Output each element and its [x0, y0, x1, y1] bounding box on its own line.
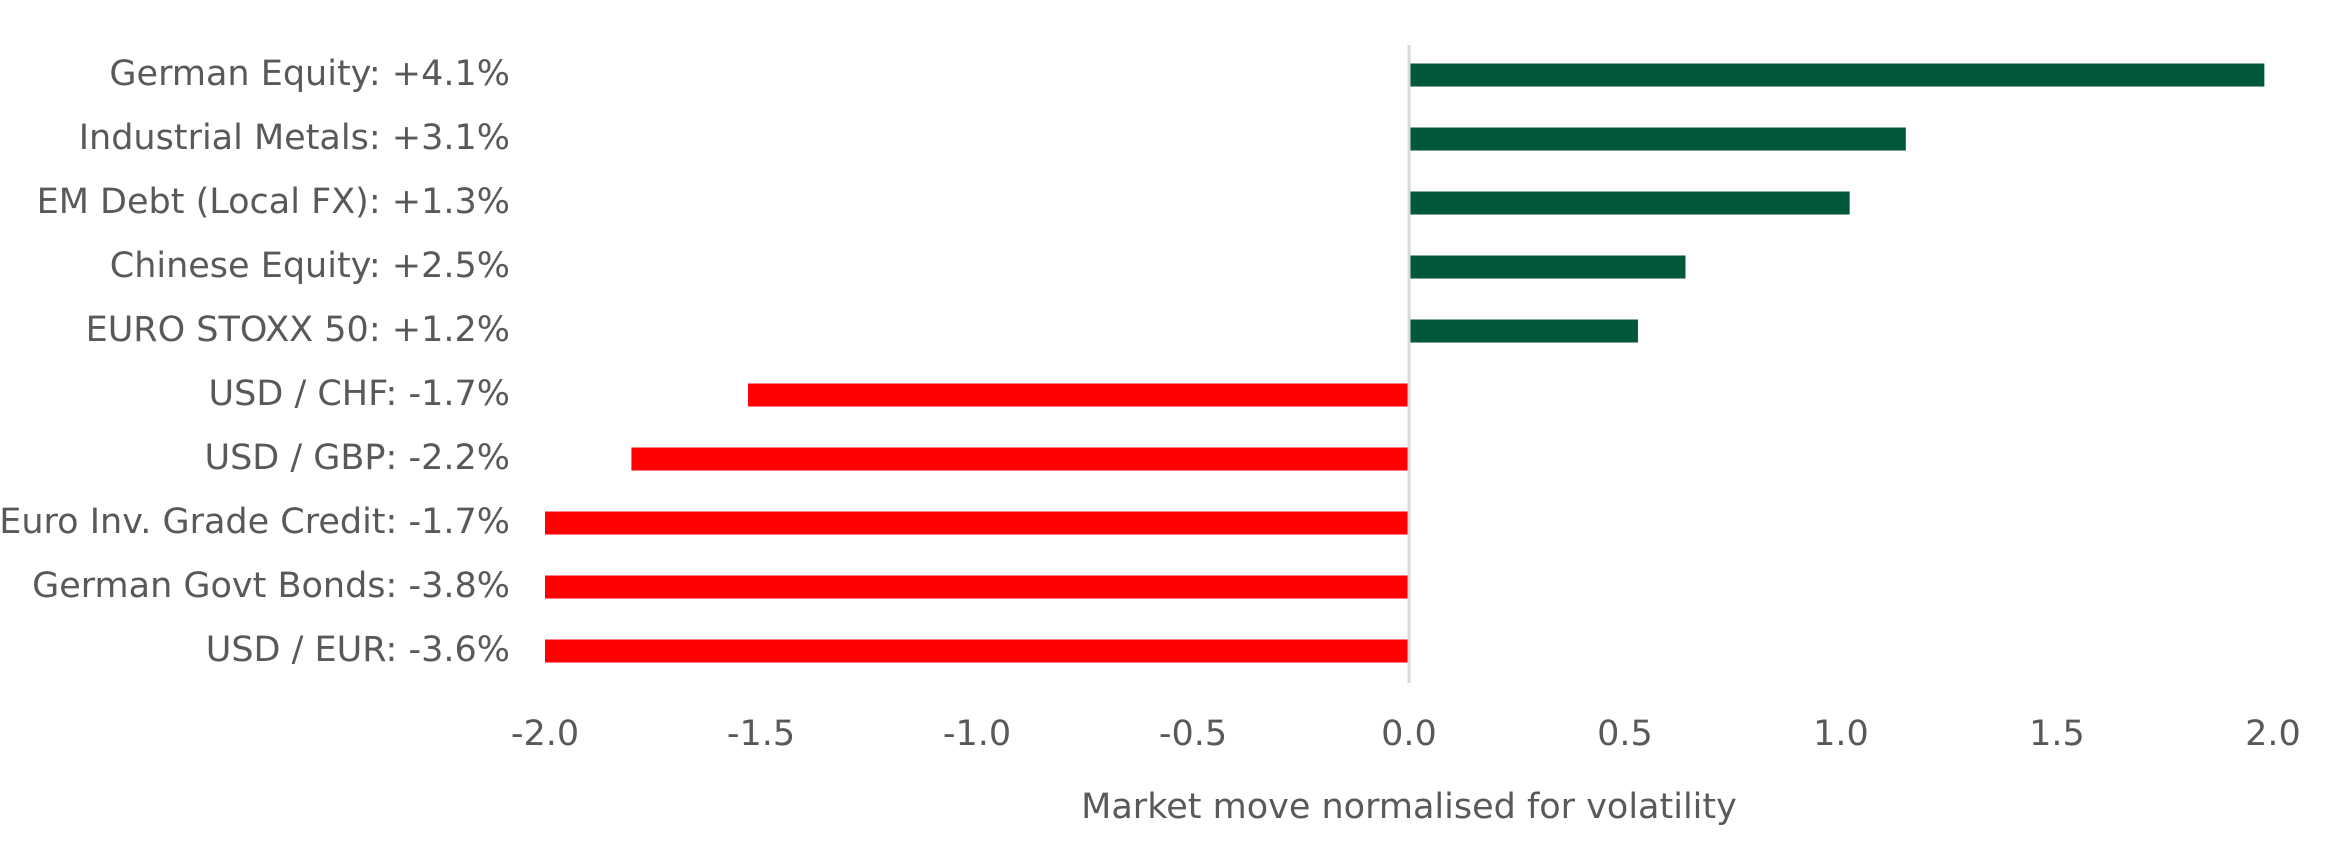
category-label: German Equity: +4.1%	[109, 54, 510, 94]
x-tick-label: 2.0	[2245, 714, 2301, 754]
bar-9	[545, 639, 1409, 663]
category-label: German Govt Bonds: -3.8%	[32, 566, 510, 606]
x-tick-label: -2.0	[511, 714, 579, 754]
category-label: Euro Inv. Grade Credit: -1.7%	[0, 502, 510, 542]
x-tick-label: -1.5	[727, 714, 795, 754]
bar-0	[1409, 63, 2265, 87]
category-label: Chinese Equity: +2.5%	[110, 246, 510, 286]
bar-6	[631, 447, 1409, 471]
category-label: EM Debt (Local FX): +1.3%	[37, 182, 510, 222]
bar-3	[1409, 255, 1686, 279]
x-tick-label: 0.5	[1597, 714, 1653, 754]
category-label: EURO STOXX 50: +1.2%	[86, 310, 510, 350]
category-label: USD / CHF: -1.7%	[209, 374, 510, 414]
bar-1	[1409, 127, 1906, 151]
bar-7	[545, 511, 1409, 535]
x-axis-title: Market move normalised for volatility	[1081, 787, 1737, 827]
bars-group	[545, 63, 2265, 663]
x-tick-label: 1.0	[1813, 714, 1869, 754]
category-labels: German Equity: +4.1% Industrial Metals: +…	[0, 54, 510, 670]
x-tick-label: -0.5	[1159, 714, 1227, 754]
category-label: Industrial Metals: +3.1%	[79, 118, 510, 158]
bar-2	[1409, 191, 1850, 215]
category-label: USD / EUR: -3.6%	[206, 630, 510, 670]
bar-5	[748, 383, 1409, 407]
category-label: USD / GBP: -2.2%	[204, 438, 510, 478]
x-tick-label: 1.5	[2029, 714, 2085, 754]
x-tick-label: -1.0	[943, 714, 1011, 754]
x-tick-label: 0.0	[1381, 714, 1437, 754]
bar-4	[1409, 319, 1638, 343]
x-tick-labels: -2.0 -1.5 -1.0 -0.5 0.0 0.5 1.0 1.5 2.0	[511, 714, 2301, 754]
bar-8	[545, 575, 1409, 599]
